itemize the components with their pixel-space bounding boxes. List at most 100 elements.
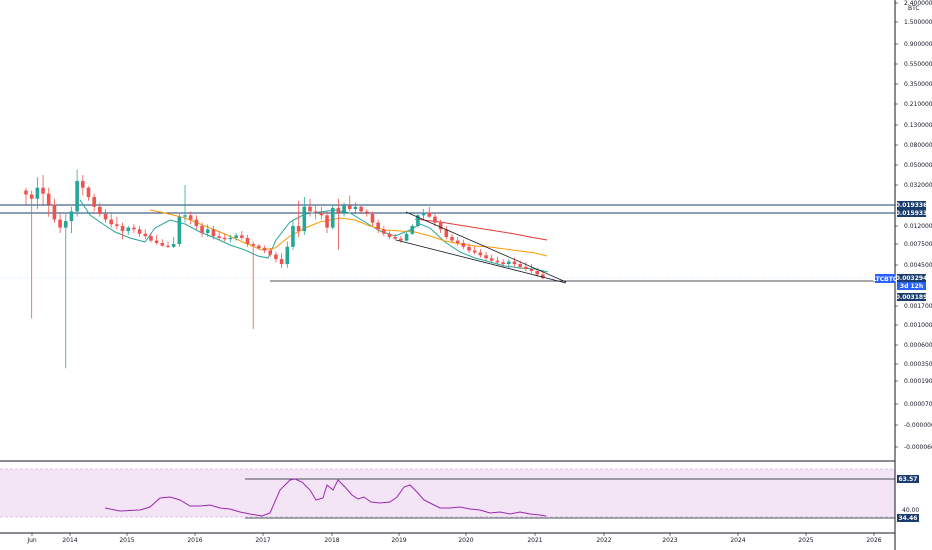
candle-body [69, 211, 74, 222]
candle [450, 233, 454, 243]
price-tick-label: 0.000600 [904, 342, 932, 349]
price-tag-level [897, 209, 926, 217]
candle-body [433, 216, 437, 223]
candle-body [507, 261, 511, 265]
candle-body [365, 211, 369, 214]
wedge-upper-trendline [405, 211, 567, 283]
candle-body [211, 229, 216, 237]
price-tick-label: 0.007500 [904, 241, 932, 248]
candle [285, 241, 290, 268]
candle [342, 202, 346, 217]
candle-body [160, 242, 165, 246]
candle [194, 215, 199, 230]
candle-body [115, 224, 119, 226]
price-tick-label: -0.000060 [904, 444, 932, 451]
candle-body [143, 233, 148, 237]
candle [376, 219, 380, 233]
candle-body [382, 229, 386, 234]
grid [0, 460, 895, 534]
candle [29, 190, 34, 319]
candle-body [319, 212, 324, 216]
time-axis[interactable]: Jun 2014 2015 2016 2017 2018 2019 2020 2021 2022 2… [26, 533, 882, 544]
axis-unit-label: BTC [908, 5, 920, 12]
candle-body [279, 259, 284, 265]
candle [143, 229, 148, 240]
candle [319, 206, 324, 220]
candle [109, 213, 113, 228]
candle-body [35, 187, 40, 199]
candle [467, 243, 471, 254]
price-tag-label: LTCBTC [873, 276, 898, 283]
candle-body [472, 250, 477, 253]
rsi-tag-upper [897, 475, 919, 483]
candle-body [200, 226, 204, 233]
candle-body [376, 222, 380, 230]
candle-body [512, 261, 517, 265]
time-tick-label: 2018 [324, 537, 339, 544]
candle-body [518, 264, 522, 267]
price-tag-symbol [875, 274, 895, 283]
price-tag-label: 3d 12h [900, 283, 923, 290]
candle [63, 213, 68, 369]
candle-body [455, 240, 460, 243]
price-tick-label: 0.210000 [904, 101, 932, 108]
candle-body [188, 215, 193, 220]
candle [234, 232, 238, 241]
candle [177, 213, 182, 247]
candle-body [467, 246, 471, 251]
candle [103, 209, 108, 223]
candle [211, 226, 216, 240]
candle-body [262, 248, 267, 251]
candle-body [336, 207, 341, 213]
price-tick-label: 0.000350 [904, 361, 932, 368]
candle-body [529, 268, 534, 272]
time-tick-label: 2015 [119, 537, 134, 544]
candle-body [92, 197, 96, 207]
candle [387, 231, 392, 240]
price-tick-label: 0.130000 [904, 122, 932, 129]
candle [529, 264, 534, 274]
candle [382, 226, 386, 237]
price-tick-label: -0.000000 [904, 422, 932, 429]
candle [251, 241, 255, 330]
candle-body [410, 226, 415, 234]
candle [35, 177, 40, 210]
rsi-tag-lower [897, 514, 919, 522]
candle [353, 202, 358, 214]
candle-body [302, 206, 307, 232]
candles [24, 169, 545, 369]
candle-body [450, 237, 454, 241]
rsi-panel: 63.57 40.0034.46 [0, 468, 919, 522]
price-axis[interactable]: 2.400000 1.500000 0.900000 0.550000 0.350000… [894, 0, 932, 550]
time-tick-label: 2026 [866, 537, 881, 544]
candle-body [251, 244, 255, 246]
candle-body [268, 250, 273, 255]
candle [257, 244, 261, 250]
candle [120, 222, 125, 240]
candle-body [489, 258, 494, 261]
candle-body [228, 237, 233, 240]
candle [444, 226, 449, 240]
candle [262, 245, 267, 254]
candle [160, 239, 165, 247]
candle [46, 187, 51, 217]
candle-body [137, 229, 142, 234]
candle-body [501, 262, 505, 265]
candle [115, 216, 119, 230]
time-tick-label: 2022 [596, 537, 611, 544]
candle [393, 233, 397, 241]
candle [427, 206, 432, 219]
candle-body [132, 227, 136, 230]
price-tick-label: 0.000190 [904, 378, 932, 385]
candle-body [41, 187, 45, 194]
candle [336, 198, 341, 250]
candle-body [370, 213, 375, 223]
time-tick-label: 2014 [62, 537, 77, 544]
candle-body [427, 212, 432, 217]
candle-body [81, 180, 85, 188]
candle-body [484, 255, 488, 259]
candle [416, 213, 420, 228]
candle-body [274, 254, 278, 260]
